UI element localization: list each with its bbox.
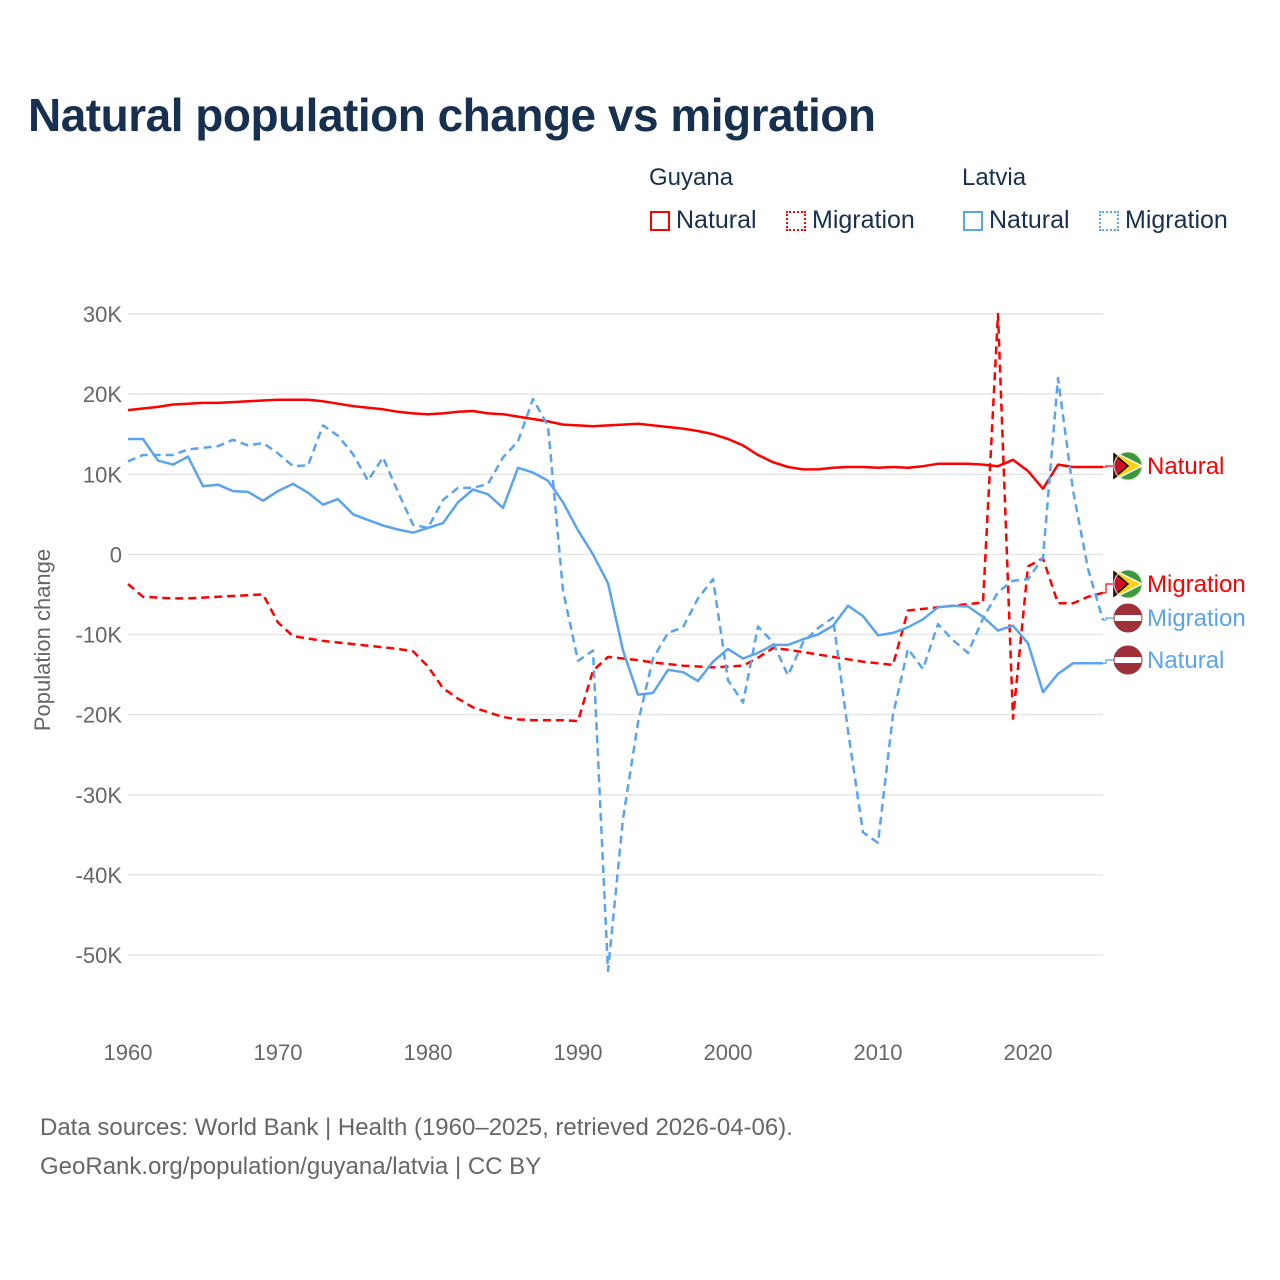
footer: Data sources: World Bank | Health (1960–… [40, 1108, 793, 1186]
guyana-flag-icon [1113, 568, 1144, 600]
source-link[interactable]: GeoRank.org/population/guyana/latvia | C… [40, 1153, 542, 1180]
y-tick-label: -50K [76, 943, 123, 968]
legend-label: Migration [812, 206, 915, 234]
label-connector [1103, 659, 1114, 664]
end-label: Natural [1147, 453, 1224, 480]
legend-label: Migration [1125, 206, 1228, 234]
y-tick-label: -40K [76, 863, 123, 888]
dotted-swatch-icon [786, 210, 806, 231]
dotted-swatch-icon [1099, 210, 1119, 231]
legend-label: Natural [676, 206, 757, 234]
label-connector [1103, 465, 1114, 468]
label-connector [1103, 583, 1114, 594]
legend-group-latvia: Latvia [962, 164, 1027, 191]
x-tick-label: 1960 [104, 1040, 153, 1065]
legend-latvia-migration[interactable]: Migration [1099, 206, 1228, 235]
solid-swatch-icon [650, 210, 670, 231]
chart-title: Natural population change vs migration [28, 89, 876, 141]
x-tick-label: 2010 [854, 1040, 903, 1065]
source-text: Data sources: World Bank | Health (1960–… [40, 1114, 793, 1141]
legend-latvia-natural[interactable]: Natural [963, 206, 1070, 235]
end-label: Natural [1147, 647, 1224, 674]
x-tick-label: 1990 [554, 1040, 603, 1065]
series-line-latvia-natural [128, 437, 1103, 696]
legend-guyana-migration[interactable]: Migration [786, 206, 915, 235]
end-label: Migration [1147, 571, 1246, 598]
y-tick-label: 20K [83, 382, 122, 407]
x-tick-label: 1970 [254, 1040, 303, 1065]
y-tick-label: 30K [83, 302, 122, 327]
solid-swatch-icon [963, 210, 983, 231]
y-tick-label: -10K [76, 623, 123, 648]
y-tick-label: 10K [83, 462, 122, 487]
latvia-flag-icon [1113, 603, 1143, 633]
legend-label: Natural [989, 206, 1070, 234]
x-tick-label: 2000 [704, 1040, 753, 1065]
y-tick-label: -20K [76, 703, 123, 728]
y-tick-label: -30K [76, 783, 123, 808]
series-line-guyana-migration [127, 312, 1104, 723]
legend-guyana-natural[interactable]: Natural [650, 206, 757, 235]
label-connector [1103, 617, 1114, 621]
end-label: Migration [1147, 605, 1246, 632]
y-axis-label: Population change [30, 549, 55, 731]
guyana-flag-icon [1113, 450, 1144, 482]
series-line-latvia-migration [127, 376, 1105, 973]
legend-group-guyana: Guyana [649, 164, 734, 191]
series-line-guyana-natural [127, 398, 1103, 490]
x-tick-label: 2020 [1004, 1040, 1053, 1065]
latvia-flag-icon [1113, 645, 1143, 675]
y-tick-label: 0 [110, 542, 122, 567]
x-tick-label: 1980 [404, 1040, 453, 1065]
